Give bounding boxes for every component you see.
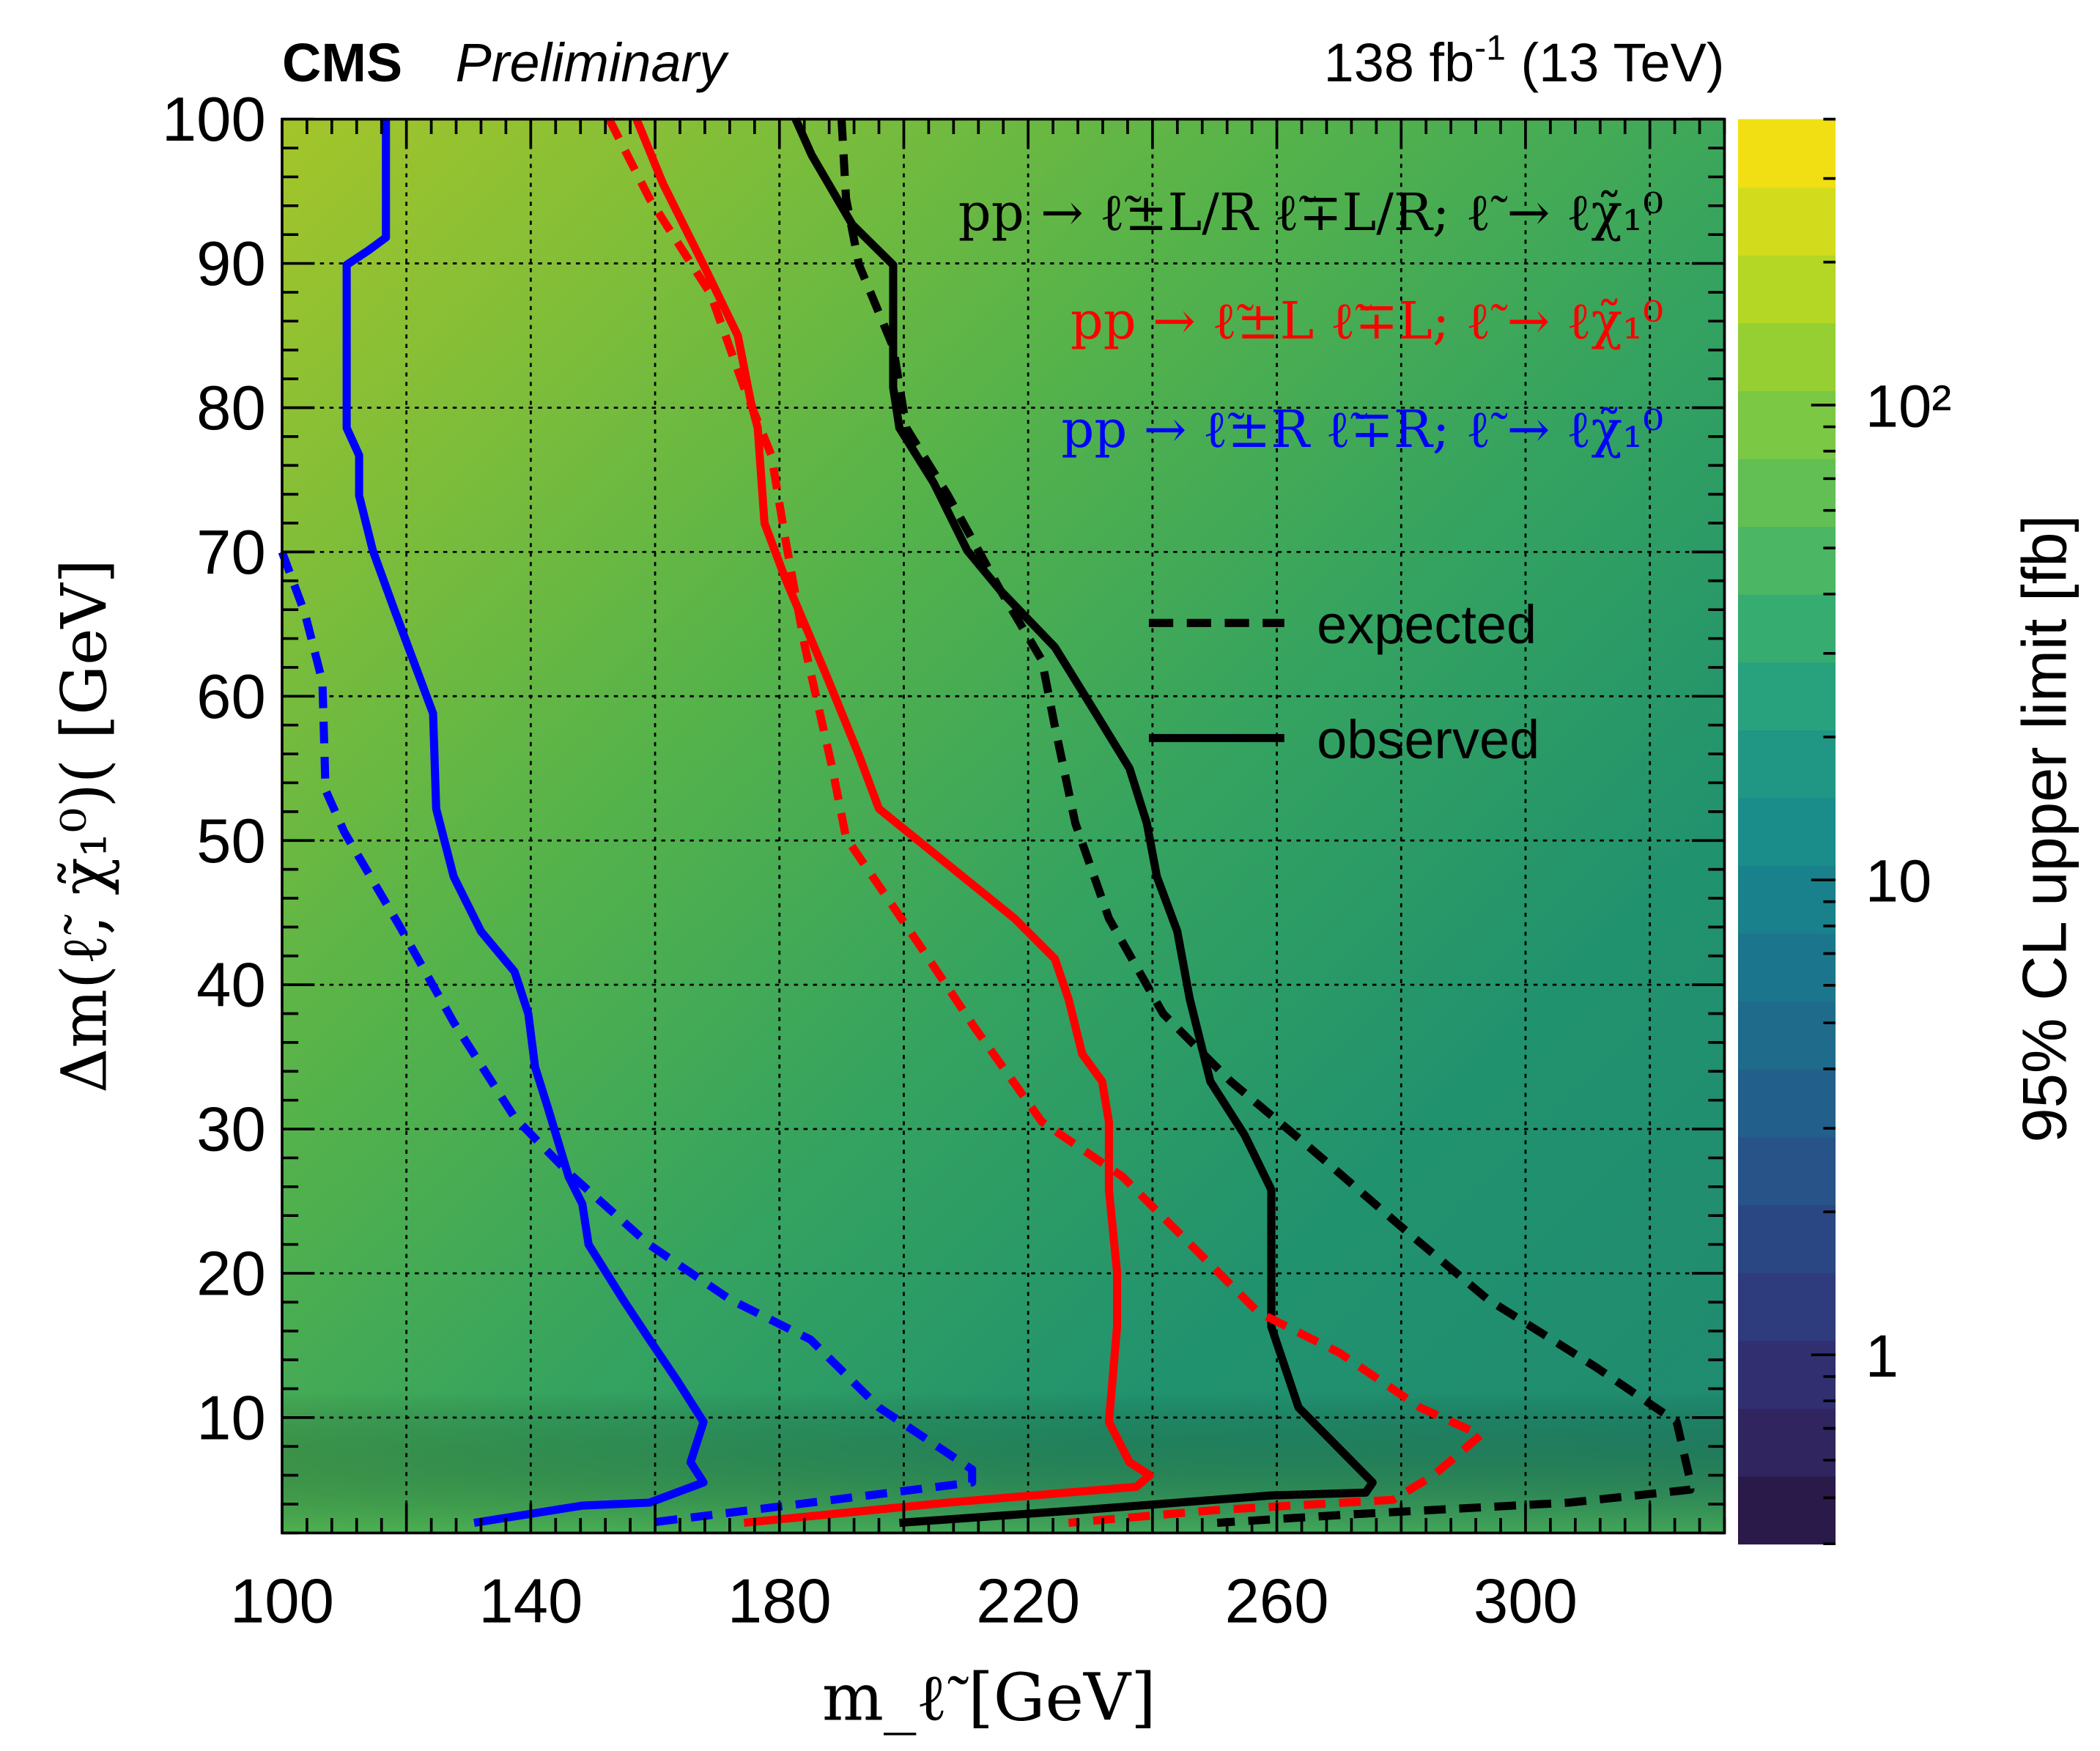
- z-axis-label: 95% CL upper limit [fb]: [2010, 515, 2079, 1143]
- x-tick-label: 140: [478, 1566, 583, 1636]
- y-tick-label: 90: [196, 229, 266, 299]
- colorbar-band: [1737, 1069, 1836, 1138]
- x-tick-label: 100: [230, 1566, 334, 1636]
- x-axis-label: m_ℓ̃ [GeV]: [822, 1659, 1156, 1735]
- x-tick-label: 260: [1225, 1566, 1329, 1636]
- colorbar-band: [1737, 1407, 1836, 1477]
- colorbar-tick-label: 10²: [1866, 373, 1952, 440]
- legend-process-lr: pp → ℓ̃±L/R ℓ̃∓L/R; ℓ̃ → ℓχ̃₁⁰: [958, 182, 1664, 243]
- colorbar-band: [1737, 1340, 1836, 1409]
- y-tick-label: 100: [162, 85, 266, 155]
- colorbar-band: [1737, 119, 1836, 188]
- colorbar-band: [1737, 526, 1836, 595]
- x-tick-label: 220: [976, 1566, 1080, 1636]
- legend-expected-label: expected: [1317, 594, 1537, 655]
- colorbar-band: [1737, 1136, 1836, 1206]
- colorbar-band: [1737, 1476, 1836, 1545]
- colorbar-band: [1737, 458, 1836, 527]
- y-tick-label: 20: [196, 1240, 266, 1309]
- legend: pp → ℓ̃±L/R ℓ̃∓L/R; ℓ̃ → ℓχ̃₁⁰ pp → ℓ̃±L…: [958, 182, 1664, 770]
- y-axis-label: Δm(ℓ̃, χ̃₁⁰)( [GeV]: [49, 559, 122, 1093]
- curve-LR-expected: [837, 119, 1695, 1528]
- colorbar-band: [1737, 187, 1836, 256]
- colorbar: 1 10 10²: [1737, 117, 1952, 1546]
- colorbar-band: [1737, 254, 1836, 324]
- lumi-label: 138 fb-1 (13 TeV): [1324, 29, 1725, 93]
- colorbar-band: [1737, 1001, 1836, 1070]
- colorbar-band: [1737, 933, 1836, 1002]
- x-tick-label: 180: [728, 1566, 832, 1636]
- curve-R-expected: [278, 550, 977, 1528]
- legend-observed-label: observed: [1317, 709, 1539, 770]
- axis-ticks: 100 140 180 220 260 300 10 20 30 40 50 60 70 80 90 100: [162, 85, 1726, 1636]
- colorbar-tick-label: 10: [1866, 848, 1931, 915]
- y-tick-label: 50: [196, 807, 266, 876]
- y-tick-label: 70: [196, 518, 266, 588]
- colorbar-band: [1737, 865, 1836, 934]
- colorbar-band: [1737, 797, 1836, 867]
- y-tick-label: 80: [196, 374, 266, 443]
- y-tick-label: 60: [196, 662, 266, 732]
- colorbar-tick-label: 1: [1866, 1323, 1898, 1390]
- colorbar-band: [1737, 390, 1836, 459]
- x-tick-label: 300: [1474, 1566, 1578, 1636]
- experiment-label: CMS: [282, 32, 402, 93]
- colorbar-band: [1737, 730, 1836, 799]
- colorbar-band: [1737, 322, 1836, 391]
- colorbar-band: [1737, 1204, 1836, 1273]
- curve-LR-observed: [791, 117, 1377, 1528]
- status-label: Preliminary: [456, 32, 730, 93]
- colorbar-band: [1737, 1272, 1836, 1341]
- legend-process-l: pp → ℓ̃±L ℓ̃∓L; ℓ̃ → ℓχ̃₁⁰: [1071, 291, 1663, 351]
- curve-R-observed: [342, 119, 708, 1528]
- y-tick-label: 40: [196, 951, 266, 1021]
- colorbar-band: [1737, 662, 1836, 730]
- limit-curves: [278, 117, 1695, 1528]
- curve-L-expected: [605, 117, 1485, 1528]
- y-tick-label: 30: [196, 1095, 266, 1165]
- heatmap: [281, 119, 1725, 1533]
- legend-process-r: pp → ℓ̃±R ℓ̃∓R; ℓ̃ → ℓχ̃₁⁰: [1061, 399, 1663, 459]
- y-tick-label: 10: [196, 1383, 266, 1453]
- colorbar-band: [1737, 593, 1836, 663]
